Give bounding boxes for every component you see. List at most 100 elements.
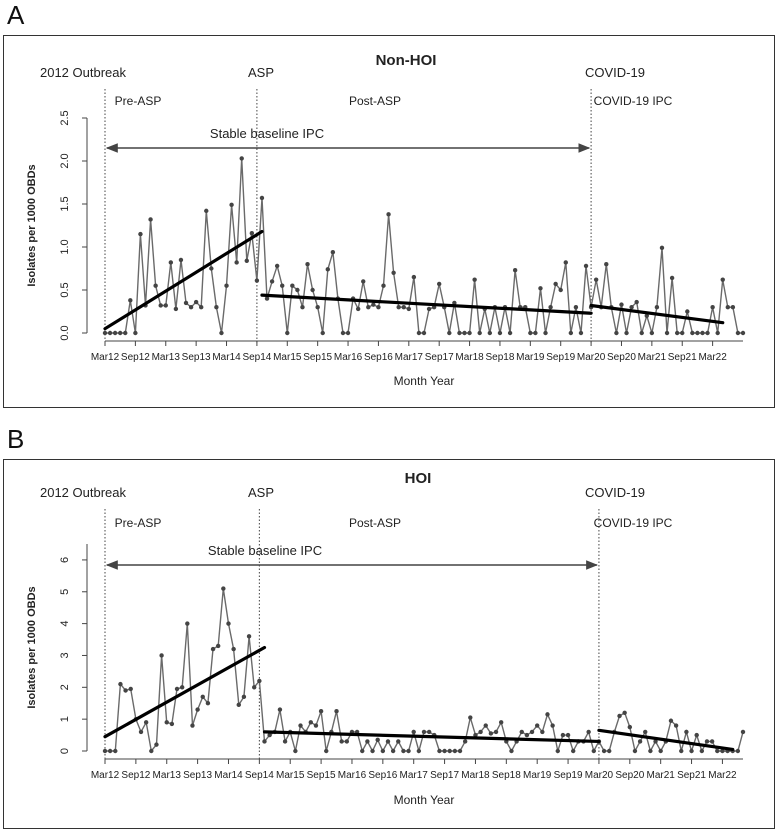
- data-point: [524, 732, 530, 738]
- chart-title: Non-HOI: [376, 52, 437, 69]
- data-point: [209, 266, 214, 271]
- x-tick-label: Sep20: [607, 352, 636, 363]
- data-point: [396, 305, 401, 310]
- x-tick-label: Sep19: [554, 770, 583, 781]
- data-point: [421, 330, 427, 336]
- data-point: [179, 685, 185, 690]
- event-label: COVID-19: [585, 485, 645, 500]
- data-point: [204, 208, 209, 214]
- data-point: [555, 748, 560, 754]
- data-point: [442, 748, 447, 754]
- data-point: [113, 748, 118, 754]
- x-tick-label: Sep12: [121, 352, 150, 363]
- data-point: [188, 305, 194, 310]
- data-point: [285, 330, 290, 336]
- data-point: [437, 748, 442, 754]
- x-tick-label: Mar22: [698, 352, 727, 363]
- data-point: [674, 330, 680, 336]
- data-point: [637, 739, 643, 744]
- data-point: [318, 708, 324, 714]
- data-point: [298, 723, 303, 728]
- x-tick-label: Mar17: [400, 770, 429, 781]
- data-point: [169, 721, 175, 727]
- data-point: [178, 257, 184, 263]
- data-point: [123, 688, 128, 693]
- data-point: [390, 748, 396, 754]
- y-axis-label: Isolates per 1000 OBDs: [26, 164, 38, 286]
- data-point: [149, 748, 154, 754]
- data-point: [715, 330, 720, 336]
- data-point: [462, 330, 467, 336]
- y-tick-label: 1.5: [59, 196, 71, 211]
- trend-line: [589, 303, 725, 325]
- data-point: [380, 748, 386, 754]
- x-tick-label: Sep18: [485, 352, 514, 363]
- data-point: [391, 270, 396, 275]
- y-tick-label: 2.5: [59, 110, 71, 125]
- data-point: [568, 330, 574, 336]
- data-point: [709, 739, 715, 744]
- data-point: [710, 305, 715, 310]
- data-point: [487, 330, 493, 336]
- event-label: 2012 Outbreak: [40, 485, 127, 500]
- data-point: [375, 737, 380, 743]
- data-point: [221, 586, 226, 591]
- period-label: Pre-ASP: [115, 516, 162, 530]
- x-tick-label: Mar14: [214, 770, 243, 781]
- data-point: [340, 330, 346, 336]
- x-tick-label: Sep12: [121, 770, 150, 781]
- data-point: [604, 262, 609, 267]
- data-point: [483, 723, 488, 728]
- data-point: [700, 330, 705, 336]
- data-point: [308, 720, 314, 725]
- data-point: [578, 330, 584, 336]
- data-point: [593, 277, 599, 282]
- data-point: [376, 305, 381, 310]
- data-point: [507, 330, 513, 336]
- data-point: [361, 279, 366, 284]
- data-point: [200, 694, 205, 700]
- data-point: [325, 267, 330, 272]
- data-point: [138, 231, 143, 237]
- data-point: [548, 305, 553, 310]
- data-point: [619, 302, 624, 307]
- y-tick-label: 6: [59, 557, 71, 563]
- data-point: [386, 212, 391, 217]
- data-point: [313, 723, 319, 728]
- y-tick-label: 0.0: [59, 325, 71, 340]
- x-tick-label: Sep18: [492, 770, 521, 781]
- x-tick-label: Sep17: [430, 770, 459, 781]
- data-point: [730, 305, 736, 310]
- data-point: [421, 729, 427, 735]
- data-point: [128, 298, 133, 303]
- data-point: [310, 287, 315, 293]
- data-point: [246, 634, 252, 639]
- trend-line: [597, 728, 735, 752]
- data-point: [735, 748, 741, 754]
- y-tick-label: 4: [59, 621, 71, 627]
- data-point: [685, 309, 690, 314]
- data-point: [632, 748, 638, 754]
- x-tick-label: Sep16: [364, 352, 393, 363]
- data-point: [447, 330, 452, 336]
- data-point: [673, 723, 679, 728]
- x-tick-label: Mar18: [461, 770, 490, 781]
- chart-hoi: HOI 2012 Outbreak ASP COVID-19 Pre-ASP Post-A…: [26, 470, 746, 807]
- data-point: [720, 748, 725, 754]
- data-point: [740, 330, 746, 336]
- data-point: [639, 330, 644, 336]
- data-point: [457, 748, 463, 754]
- data-point: [601, 748, 607, 754]
- x-tick-label: Mar15: [276, 770, 305, 781]
- data-point: [643, 729, 648, 735]
- event-label: ASP: [248, 65, 274, 80]
- data-point: [654, 305, 660, 310]
- data-point: [629, 305, 634, 310]
- data-point: [659, 245, 665, 251]
- series-line: [105, 588, 744, 754]
- data-point: [269, 279, 275, 284]
- data-point: [330, 249, 336, 255]
- data-point: [277, 707, 283, 712]
- data-point: [107, 330, 113, 336]
- event-label: ASP: [248, 485, 274, 500]
